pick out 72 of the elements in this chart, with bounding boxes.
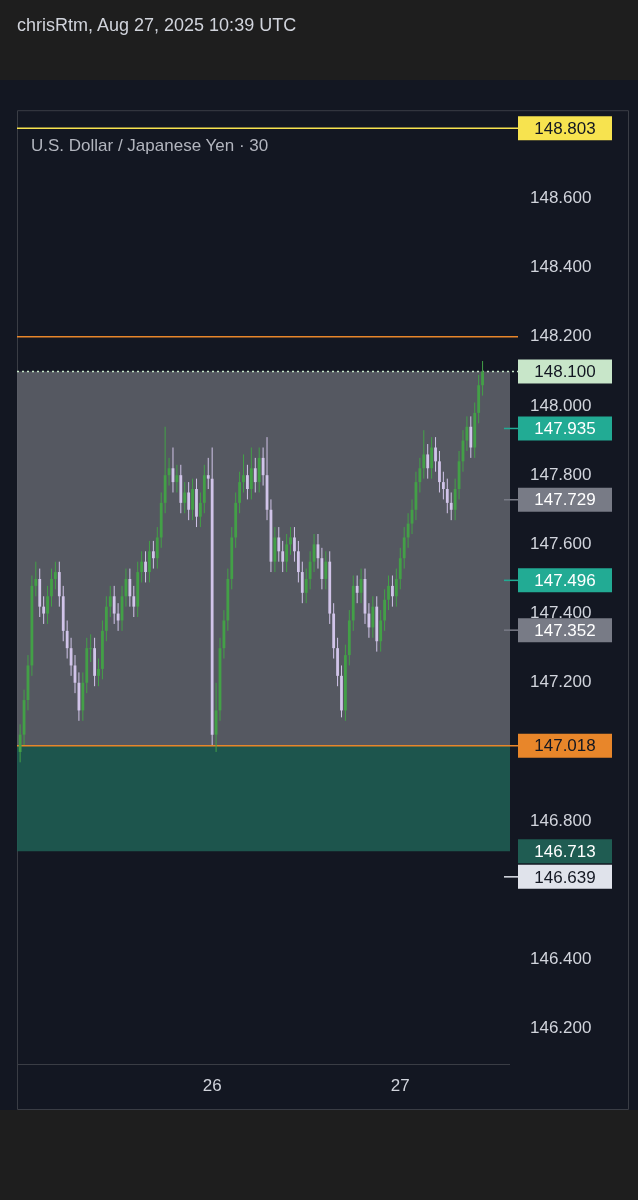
candlestick xyxy=(445,478,449,514)
x-tick-label: 26 xyxy=(202,1075,222,1095)
candlestick xyxy=(249,447,253,500)
y-tick-label: 148.200 xyxy=(530,326,592,346)
candlestick xyxy=(285,533,289,573)
candlestick xyxy=(148,540,151,583)
candlestick xyxy=(50,568,53,608)
candlestick xyxy=(238,471,241,514)
y-tick-label: 147.400 xyxy=(530,603,592,623)
candlestick xyxy=(394,568,398,608)
candlestick xyxy=(151,540,155,570)
candlestick xyxy=(398,547,402,590)
candlestick xyxy=(289,526,292,556)
candlestick xyxy=(277,526,281,563)
y-tick-label: 147.800 xyxy=(530,464,592,484)
candlestick xyxy=(379,609,383,653)
ref-line-label: 146.639 xyxy=(534,867,596,887)
candlestick xyxy=(253,457,257,493)
candlestick xyxy=(391,575,394,608)
candlestick xyxy=(296,540,300,583)
band-label: 146.713 xyxy=(534,841,596,861)
y-tick-label: 146.800 xyxy=(530,810,592,830)
y-tick-label: 148.600 xyxy=(530,188,592,208)
candlestick xyxy=(430,436,434,480)
candlestick xyxy=(42,595,46,625)
candlestick xyxy=(434,436,437,473)
y-tick-label: 147.200 xyxy=(530,672,592,692)
candlestick xyxy=(441,471,445,500)
candlestick xyxy=(438,450,441,493)
candlestick xyxy=(371,595,375,639)
text: U.S. Dollar / Japanese Yen · 30 xyxy=(31,136,269,156)
candlestick xyxy=(355,575,359,604)
candlestick xyxy=(128,568,132,608)
candlestick xyxy=(175,464,179,493)
candlestick xyxy=(449,491,453,521)
chart-subtitle: chrisRtm, Aug 27, 2025 10:39 UTC xyxy=(16,14,298,37)
candlestick xyxy=(246,464,249,500)
candlestick xyxy=(281,540,285,573)
candlestick xyxy=(54,561,57,590)
candlestick xyxy=(155,526,159,570)
candlestick xyxy=(387,575,390,611)
ref-line-label: 147.729 xyxy=(534,490,596,510)
candlestick xyxy=(293,526,296,563)
candlestick xyxy=(300,561,304,604)
candlestick xyxy=(144,550,147,583)
x-tick-label: 27 xyxy=(390,1075,410,1095)
candlestick xyxy=(46,585,49,625)
ref-line-label: 147.352 xyxy=(534,620,596,640)
candlestick xyxy=(481,360,484,397)
candlestick xyxy=(97,658,100,687)
candlestick xyxy=(324,550,328,590)
candlestick xyxy=(206,457,210,490)
ref-line-label: 148.100 xyxy=(534,362,596,382)
candlestick xyxy=(242,453,245,493)
y-tick-label: 146.400 xyxy=(530,949,592,969)
candlestick xyxy=(426,443,430,480)
candlestick xyxy=(469,415,473,459)
y-tick-label: 147.600 xyxy=(530,534,592,554)
ref-line-label: 147.935 xyxy=(534,419,596,439)
candlestick xyxy=(383,588,386,632)
candlestick xyxy=(183,481,187,514)
ref-line-label: 147.496 xyxy=(534,571,596,591)
ref-line-label: 148.803 xyxy=(534,118,596,138)
candlestick xyxy=(191,478,194,521)
y-tick-label: 148.400 xyxy=(530,257,592,277)
y-tick-label: 146.200 xyxy=(530,1018,592,1038)
ref-line-label: 147.018 xyxy=(534,736,596,756)
candlestick xyxy=(108,585,112,618)
candlestick xyxy=(140,550,144,583)
y-tick-label: 148.000 xyxy=(530,395,592,415)
candlestick xyxy=(187,481,191,521)
candlestick xyxy=(199,491,202,528)
